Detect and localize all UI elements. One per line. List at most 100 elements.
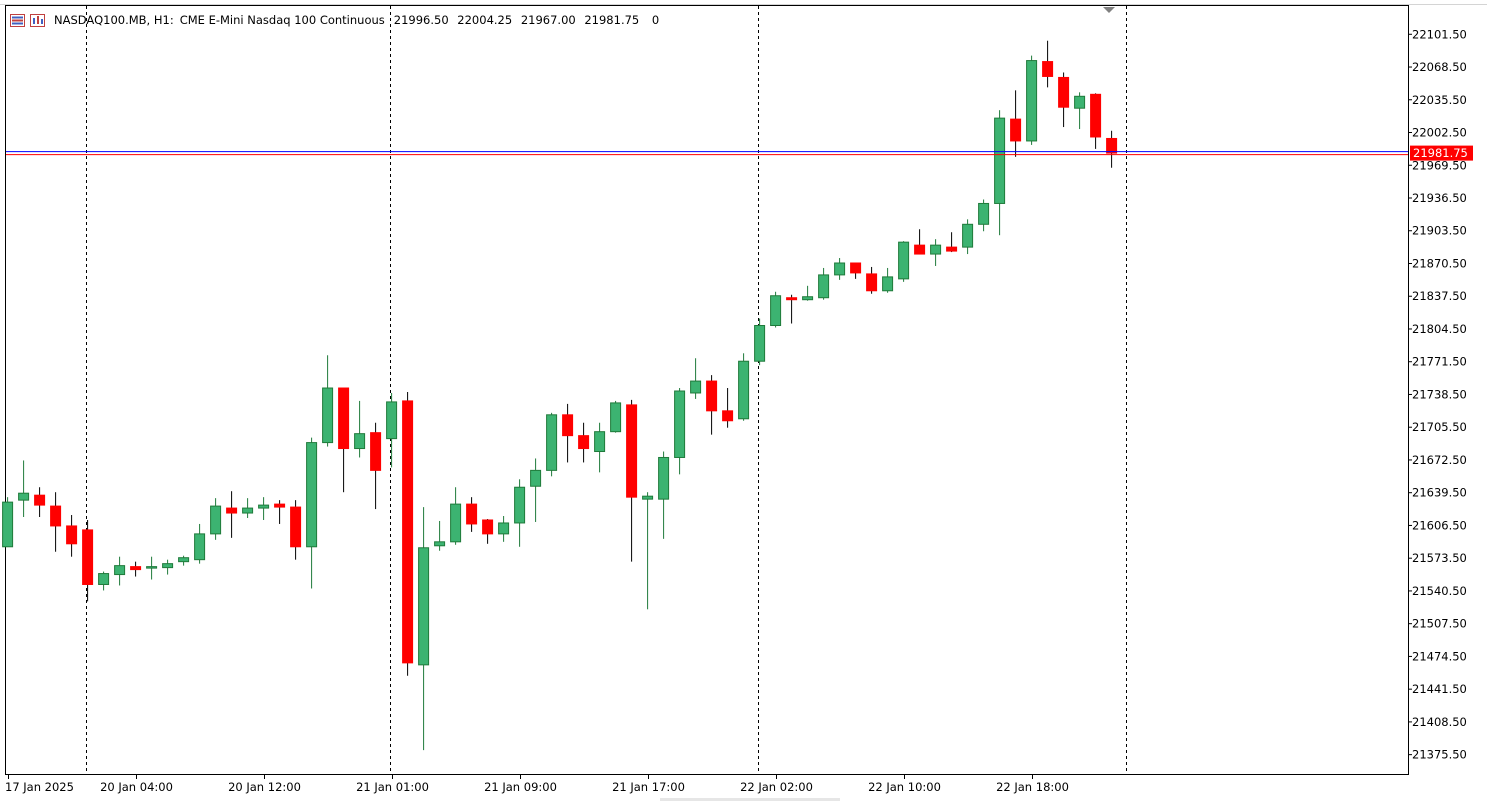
candle-bearish[interactable] xyxy=(562,403,574,463)
candle-bullish[interactable] xyxy=(450,487,462,545)
candle-bullish[interactable] xyxy=(962,219,974,255)
candle-bearish[interactable] xyxy=(290,500,302,560)
candle-bullish[interactable] xyxy=(98,571,110,591)
candle-body xyxy=(402,400,414,664)
candle-bullish[interactable] xyxy=(306,437,318,589)
candle-body xyxy=(34,494,46,506)
candle-bullish[interactable] xyxy=(658,451,670,539)
candle-bullish[interactable] xyxy=(770,291,782,328)
y-tick-label: 21771.50 xyxy=(1412,355,1467,369)
candle-bullish[interactable] xyxy=(1026,55,1038,145)
candle-bullish[interactable] xyxy=(530,458,542,522)
candle-bearish[interactable] xyxy=(1090,93,1102,149)
candle-bearish[interactable] xyxy=(946,232,958,253)
y-tick-label: 21837.50 xyxy=(1412,289,1467,303)
candle-bullish[interactable] xyxy=(162,559,174,575)
candle-bullish[interactable] xyxy=(210,498,222,540)
x-tick-label: 22 Jan 10:00 xyxy=(868,780,941,794)
candle-bullish[interactable] xyxy=(978,199,990,232)
ohlc-readout: 21996.50 22004.25 21967.00 21981.75 0 xyxy=(389,13,659,27)
candle-bearish[interactable] xyxy=(578,422,590,463)
candle-bearish[interactable] xyxy=(402,391,414,676)
candle-bullish[interactable] xyxy=(178,555,190,566)
candle-bullish[interactable] xyxy=(754,318,766,366)
candle-body xyxy=(626,404,638,498)
candle-body xyxy=(994,117,1006,204)
candle-bullish[interactable] xyxy=(146,556,158,580)
candle-bearish[interactable] xyxy=(626,399,638,562)
candle-bearish[interactable] xyxy=(1058,72,1070,128)
candle-bearish[interactable] xyxy=(786,294,798,324)
candle-bearish[interactable] xyxy=(82,519,94,602)
candle-bearish[interactable] xyxy=(1106,130,1118,168)
candle-bullish[interactable] xyxy=(498,516,510,542)
candle-bullish[interactable] xyxy=(546,412,558,477)
candle-bearish[interactable] xyxy=(866,266,878,294)
candle-bullish[interactable] xyxy=(690,358,702,399)
candle-bearish[interactable] xyxy=(34,487,46,518)
candle-bearish[interactable] xyxy=(722,388,734,428)
candle-body xyxy=(754,325,766,362)
candle-bullish[interactable] xyxy=(642,492,654,610)
candle-bullish[interactable] xyxy=(514,479,526,547)
y-tick-label: 21705.50 xyxy=(1412,420,1467,434)
candle-bullish[interactable] xyxy=(882,267,894,293)
candle-bullish[interactable] xyxy=(386,392,398,468)
candle-bullish[interactable] xyxy=(738,353,750,421)
candle-bearish[interactable] xyxy=(914,229,926,255)
y-tick-label: 21804.50 xyxy=(1412,322,1467,336)
list-icon[interactable] xyxy=(10,13,25,27)
candle-body xyxy=(962,223,974,248)
chart-shift-marker-icon[interactable] xyxy=(1103,7,1115,13)
candle-body xyxy=(1010,118,1022,142)
candle-body xyxy=(370,432,382,471)
candle-bearish[interactable] xyxy=(66,515,78,557)
candle-bullish[interactable] xyxy=(2,497,14,548)
candle-body xyxy=(418,547,430,666)
candle-bullish[interactable] xyxy=(322,355,334,447)
candle-bullish[interactable] xyxy=(354,400,366,458)
candle-bullish[interactable] xyxy=(434,520,446,551)
candle-bullish[interactable] xyxy=(418,507,430,751)
candle-bullish[interactable] xyxy=(610,400,622,433)
low-value: 21967.00 xyxy=(520,13,576,27)
candle-bearish[interactable] xyxy=(466,497,478,532)
candle-body xyxy=(338,387,350,450)
candle-bullish[interactable] xyxy=(834,258,846,280)
candle-body xyxy=(834,262,846,276)
candle-bearish[interactable] xyxy=(850,262,862,279)
candle-bearish[interactable] xyxy=(1010,90,1022,157)
candle-bearish[interactable] xyxy=(706,375,718,435)
chart-window-icon[interactable] xyxy=(30,13,45,27)
candle-bearish[interactable] xyxy=(50,492,62,552)
candle-bullish[interactable] xyxy=(674,388,686,475)
candle-bullish[interactable] xyxy=(930,239,942,266)
candle-bearish[interactable] xyxy=(130,561,142,577)
candle-body xyxy=(146,566,158,569)
y-tick-label: 21540.50 xyxy=(1412,584,1467,598)
candle-bullish[interactable] xyxy=(1074,92,1086,130)
candle-bullish[interactable] xyxy=(258,497,270,520)
candle-bullish[interactable] xyxy=(898,241,910,282)
candle-bullish[interactable] xyxy=(994,110,1006,236)
candle-bullish[interactable] xyxy=(18,460,30,518)
candle-bullish[interactable] xyxy=(194,523,206,564)
y-tick-label: 21672.50 xyxy=(1412,453,1467,467)
candle-bearish[interactable] xyxy=(226,491,238,538)
candle-bullish[interactable] xyxy=(242,498,254,518)
candle-bullish[interactable] xyxy=(802,285,814,301)
candle-bearish[interactable] xyxy=(1042,40,1054,88)
candle-body xyxy=(466,503,478,525)
candle-bearish[interactable] xyxy=(338,387,350,493)
candle-bullish[interactable] xyxy=(594,422,606,473)
candle-bullish[interactable] xyxy=(818,267,830,300)
candle-bearish[interactable] xyxy=(274,500,286,524)
plot-border xyxy=(5,5,1409,775)
candle-bearish[interactable] xyxy=(482,518,494,544)
y-tick-label: 21606.50 xyxy=(1412,518,1467,532)
candle-bullish[interactable] xyxy=(114,556,126,586)
candle-body xyxy=(386,401,398,440)
candle-bearish[interactable] xyxy=(370,422,382,510)
